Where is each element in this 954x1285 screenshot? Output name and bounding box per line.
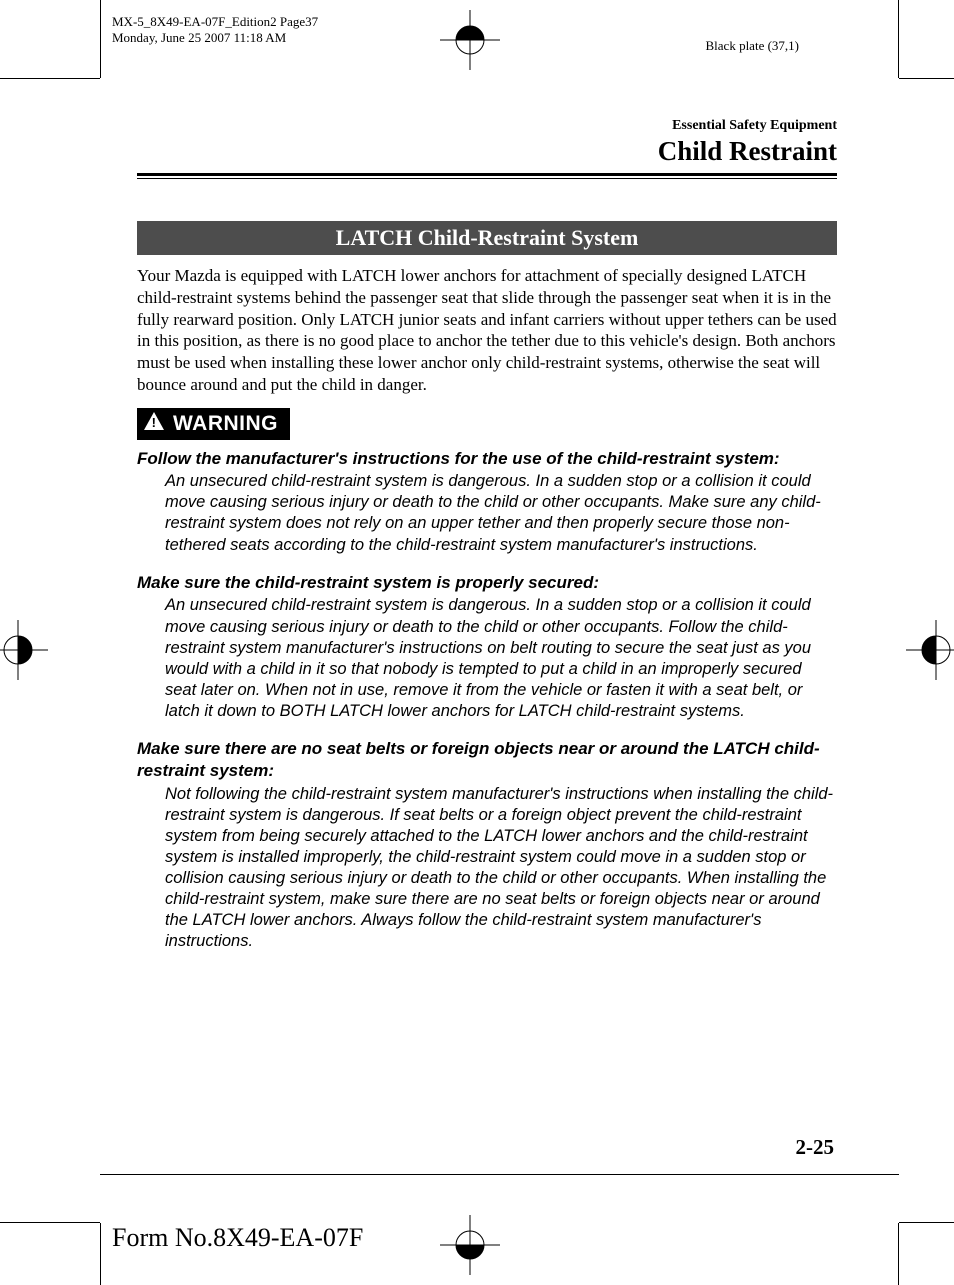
intro-paragraph: Your Mazda is equipped with LATCH lower … [137, 265, 837, 396]
registration-mark-icon [440, 10, 500, 70]
crop-mark [0, 1222, 100, 1223]
warning-body: Not following the child-restraint system… [165, 784, 837, 953]
print-file-id: MX-5_8X49-EA-07F_Edition2 Page37 [112, 14, 318, 30]
registration-mark-icon [906, 620, 954, 680]
section-title-bar: LATCH Child-Restraint System [137, 221, 837, 255]
black-plate-label: Black plate (37,1) [706, 38, 800, 54]
crop-mark [898, 0, 899, 78]
crop-mark [899, 78, 954, 79]
footer-rule [100, 1174, 899, 1175]
crop-mark [100, 0, 101, 78]
form-number: Form No.8X49-EA-07F [112, 1223, 363, 1253]
crop-mark [0, 78, 100, 79]
warning-heading: Follow the manufacturer's instructions f… [137, 448, 837, 470]
warning-badge-label: WARNING [173, 412, 278, 436]
warning-heading: Make sure the child-restraint system is … [137, 572, 837, 594]
warning-heading: Make sure there are no seat belts or for… [137, 738, 837, 782]
registration-mark-icon [0, 620, 48, 680]
crop-mark [100, 1223, 101, 1285]
divider [137, 173, 837, 176]
svg-text:!: ! [152, 415, 157, 430]
page-content: Essential Safety Equipment Child Restrai… [137, 118, 837, 952]
warning-triangle-icon: ! [143, 411, 165, 437]
page-number: 2-25 [796, 1135, 835, 1160]
chapter-label: Essential Safety Equipment [137, 118, 837, 134]
print-timestamp: Monday, June 25 2007 11:18 AM [112, 30, 318, 46]
print-header-left: MX-5_8X49-EA-07F_Edition2 Page37 Monday,… [112, 14, 318, 47]
section-heading: Child Restraint [137, 136, 837, 167]
warning-body: An unsecured child-restraint system is d… [165, 595, 837, 722]
crop-mark [898, 1223, 899, 1285]
warning-badge: ! WARNING [137, 408, 290, 440]
crop-mark [899, 1222, 954, 1223]
divider [137, 178, 837, 179]
registration-mark-icon [440, 1215, 500, 1275]
warning-body: An unsecured child-restraint system is d… [165, 471, 837, 555]
